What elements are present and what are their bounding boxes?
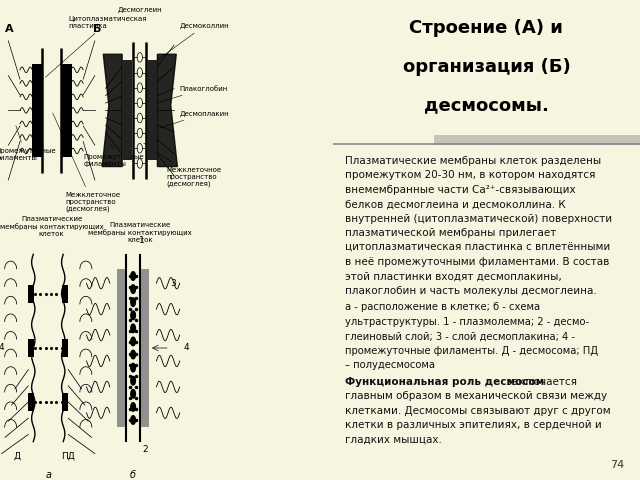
Text: гладких мышцах.: гладких мышцах. bbox=[345, 434, 442, 444]
Text: организация (Б): организация (Б) bbox=[403, 58, 570, 76]
Text: 74: 74 bbox=[611, 460, 625, 470]
Text: Промежуточные
филаменты: Промежуточные филаменты bbox=[83, 144, 144, 167]
Text: ПД: ПД bbox=[61, 451, 75, 460]
Text: Межклеточное
пространство
(десмоглея): Межклеточное пространство (десмоглея) bbox=[144, 143, 221, 187]
Text: Межклеточное
пространство
(десмоглея): Межклеточное пространство (десмоглея) bbox=[52, 113, 120, 213]
Bar bbox=[28, 393, 35, 410]
Text: в неё промежуточными филаментами. В состав: в неё промежуточными филаментами. В сост… bbox=[345, 257, 609, 267]
Text: промежутком 20-30 нм, в котором находятся: промежутком 20-30 нм, в котором находятс… bbox=[345, 170, 595, 180]
Text: А: А bbox=[5, 24, 13, 34]
Text: а: а bbox=[45, 470, 51, 480]
Bar bbox=[434, 135, 640, 145]
Polygon shape bbox=[131, 363, 136, 372]
Text: Промежуточные
филаменты: Промежуточные филаменты bbox=[0, 126, 56, 161]
Text: Цитоплазматическая
пластинка: Цитоплазматическая пластинка bbox=[45, 16, 147, 77]
Text: заключается: заключается bbox=[503, 377, 577, 387]
Text: ультраструктуры. 1 - плазмолемма; 2 - десмо-: ультраструктуры. 1 - плазмолемма; 2 - де… bbox=[345, 317, 589, 327]
Text: Десмоколлин: Десмоколлин bbox=[150, 23, 229, 65]
Bar bbox=[62, 285, 68, 303]
Text: белков десмоглеина и десмоколлина. К: белков десмоглеина и десмоколлина. К bbox=[345, 199, 566, 209]
Polygon shape bbox=[131, 403, 136, 411]
Text: внутренней (цитоплазматической) поверхности: внутренней (цитоплазматической) поверхно… bbox=[345, 214, 612, 224]
Bar bbox=[28, 285, 35, 303]
Bar bbox=[62, 393, 68, 410]
Polygon shape bbox=[131, 389, 136, 398]
Text: Десмоплакин: Десмоплакин bbox=[159, 110, 229, 128]
Bar bbox=[141, 269, 148, 427]
Text: главным образом в механической связи между: главным образом в механической связи меж… bbox=[345, 391, 607, 401]
Text: б: б bbox=[130, 470, 136, 480]
Bar bbox=[122, 60, 132, 160]
Text: внемембранные части Са²⁺-связывающих: внемембранные части Са²⁺-связывающих bbox=[345, 185, 576, 195]
Text: 1: 1 bbox=[140, 236, 145, 245]
Text: Плазматические
мембраны контактирующих
клеток: Плазматические мембраны контактирующих к… bbox=[0, 216, 104, 237]
Text: – полудесмосома: – полудесмосома bbox=[345, 360, 435, 370]
Text: Б: Б bbox=[93, 24, 102, 34]
Text: Д: Д bbox=[13, 451, 20, 460]
Text: Плакоглобин: Плакоглобин bbox=[156, 85, 228, 103]
Polygon shape bbox=[131, 337, 136, 346]
Text: этой пластинки входят десмоплакины,: этой пластинки входят десмоплакины, bbox=[345, 271, 562, 281]
Text: глеиновый слой; 3 - слой десмоплакина; 4 -: глеиновый слой; 3 - слой десмоплакина; 4… bbox=[345, 331, 575, 341]
Text: десмосомы.: десмосомы. bbox=[424, 96, 549, 114]
Polygon shape bbox=[131, 324, 136, 333]
Bar bbox=[28, 339, 35, 357]
Bar bbox=[61, 64, 72, 157]
Polygon shape bbox=[102, 54, 122, 167]
Bar bbox=[118, 269, 125, 427]
Text: цитоплазматическая пластинка с вплетёнными: цитоплазматическая пластинка с вплетённы… bbox=[345, 242, 611, 252]
Text: а - расположение в клетке; б - схема: а - расположение в клетке; б - схема bbox=[345, 302, 540, 312]
Polygon shape bbox=[131, 298, 136, 307]
Polygon shape bbox=[131, 350, 136, 359]
Polygon shape bbox=[131, 376, 136, 385]
Bar bbox=[147, 60, 157, 160]
Text: Строение (А) и: Строение (А) и bbox=[410, 19, 563, 37]
Text: Плазматические мембраны клеток разделены: Плазматические мембраны клеток разделены bbox=[345, 156, 601, 166]
Polygon shape bbox=[157, 54, 177, 167]
Bar bbox=[62, 339, 68, 357]
Polygon shape bbox=[131, 416, 136, 424]
Text: промежуточные филаменты. Д - десмосома; ПД: промежуточные филаменты. Д - десмосома; … bbox=[345, 346, 598, 356]
Text: 3: 3 bbox=[170, 279, 176, 288]
Polygon shape bbox=[131, 311, 136, 320]
Bar bbox=[31, 64, 42, 157]
Text: Функциональная роль десмосом: Функциональная роль десмосом bbox=[345, 377, 545, 387]
Polygon shape bbox=[131, 272, 136, 280]
Text: плакоглобин и часть молекулы десмоглеина.: плакоглобин и часть молекулы десмоглеина… bbox=[345, 286, 597, 296]
Text: Десмоглеин: Десмоглеин bbox=[118, 7, 162, 13]
Text: Плазматические
мембраны контактирующих
клеток: Плазматические мембраны контактирующих к… bbox=[88, 222, 191, 243]
Polygon shape bbox=[131, 285, 136, 293]
Text: клетками. Десмосомы связывают друг с другом: клетками. Десмосомы связывают друг с дру… bbox=[345, 406, 611, 416]
Text: 2: 2 bbox=[142, 445, 148, 454]
Text: плазматической мембраны прилегает: плазматической мембраны прилегает bbox=[345, 228, 556, 238]
Text: клетки в различных эпителиях, в сердечной и: клетки в различных эпителиях, в сердечно… bbox=[345, 420, 602, 430]
Text: 4: 4 bbox=[184, 344, 189, 352]
Text: 4: 4 bbox=[0, 344, 4, 352]
